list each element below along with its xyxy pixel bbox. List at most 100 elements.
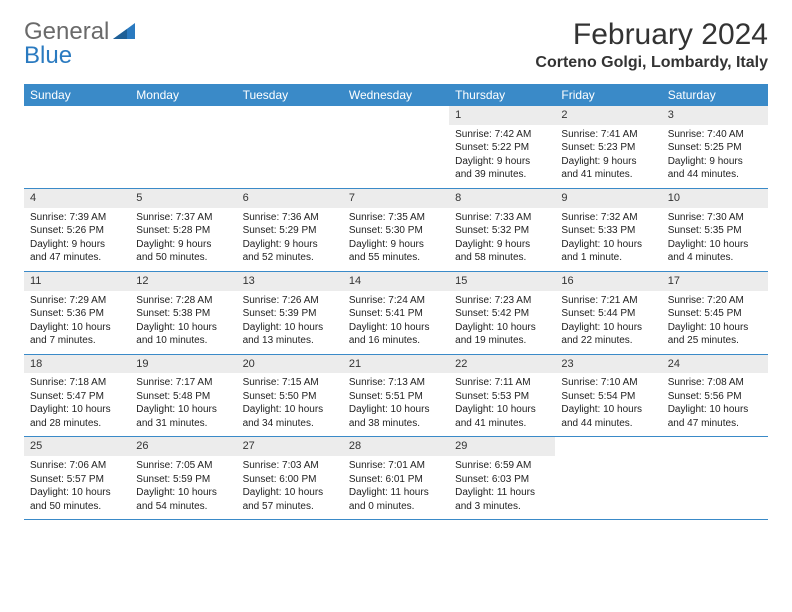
day-cell: 9Sunrise: 7:32 AMSunset: 5:33 PMDaylight… [555, 189, 661, 271]
sunset-text: Sunset: 5:57 PM [30, 473, 124, 487]
daylight-text: Daylight: 10 hours and 16 minutes. [349, 321, 443, 348]
sunset-text: Sunset: 5:28 PM [136, 224, 230, 238]
daylight-text: Daylight: 11 hours and 0 minutes. [349, 486, 443, 513]
day-number: 8 [449, 189, 555, 208]
day-cell: 7Sunrise: 7:35 AMSunset: 5:30 PMDaylight… [343, 189, 449, 271]
sunset-text: Sunset: 5:42 PM [455, 307, 549, 321]
day-cell: 29Sunrise: 6:59 AMSunset: 6:03 PMDayligh… [449, 437, 555, 519]
daylight-text: Daylight: 10 hours and 50 minutes. [30, 486, 124, 513]
day-number: 1 [449, 106, 555, 125]
day-number: 9 [555, 189, 661, 208]
day-cell: 21Sunrise: 7:13 AMSunset: 5:51 PMDayligh… [343, 355, 449, 437]
sunrise-text: Sunrise: 7:39 AM [30, 211, 124, 225]
sunrise-text: Sunrise: 7:06 AM [30, 459, 124, 473]
day-number: 12 [130, 272, 236, 291]
day-cell: 3 Sunrise: 7:40 AMSunset: 5:25 PMDaylight… [662, 106, 768, 188]
sunrise-text: Sunrise: 7:03 AM [243, 459, 337, 473]
day-number: 15 [449, 272, 555, 291]
daylight-text: Daylight: 9 hours and 58 minutes. [455, 238, 549, 265]
day-cell: 6Sunrise: 7:36 AMSunset: 5:29 PMDaylight… [237, 189, 343, 271]
sunrise-text: Sunrise: 7:10 AM [561, 376, 655, 390]
day-number: 22 [449, 355, 555, 374]
daylight-text: Daylight: 9 hours and 44 minutes. [668, 155, 762, 182]
day-number: 10 [662, 189, 768, 208]
sunrise-text: Sunrise: 7:40 AM [668, 128, 762, 142]
sunset-text: Sunset: 5:25 PM [668, 141, 762, 155]
sunset-text: Sunset: 5:51 PM [349, 390, 443, 404]
day-cell: 10 Sunrise: 7:30 AMSunset: 5:35 PMDayligh… [662, 189, 768, 271]
sunset-text: Sunset: 5:50 PM [243, 390, 337, 404]
sunset-text: Sunset: 5:59 PM [136, 473, 230, 487]
day-number: 26 [130, 437, 236, 456]
sunset-text: Sunset: 5:22 PM [455, 141, 549, 155]
day-number: 24 [662, 355, 768, 374]
sunrise-text: Sunrise: 7:26 AM [243, 294, 337, 308]
daylight-text: Daylight: 10 hours and 4 minutes. [668, 238, 762, 265]
daylight-text: Daylight: 10 hours and 28 minutes. [30, 403, 124, 430]
day-cell: 28Sunrise: 7:01 AMSunset: 6:01 PMDayligh… [343, 437, 449, 519]
sunrise-text: Sunrise: 7:36 AM [243, 211, 337, 225]
day-cell [662, 437, 768, 519]
daylight-text: Daylight: 10 hours and 41 minutes. [455, 403, 549, 430]
daylight-text: Daylight: 9 hours and 55 minutes. [349, 238, 443, 265]
header: General February 2024 Corteno Golgi, Lom… [24, 18, 768, 72]
day-cell: 5Sunrise: 7:37 AMSunset: 5:28 PMDaylight… [130, 189, 236, 271]
day-cell: 11Sunrise: 7:29 AMSunset: 5:36 PMDayligh… [24, 272, 130, 354]
daylight-text: Daylight: 11 hours and 3 minutes. [455, 486, 549, 513]
sunset-text: Sunset: 5:33 PM [561, 224, 655, 238]
logo-text-blue-wrap: Blue [24, 42, 72, 70]
day-cell: 23Sunrise: 7:10 AMSunset: 5:54 PMDayligh… [555, 355, 661, 437]
day-cell [24, 106, 130, 188]
daylight-text: Daylight: 10 hours and 47 minutes. [668, 403, 762, 430]
day-cell: 14 Sunrise: 7:24 AMSunset: 5:41 PMDayligh… [343, 272, 449, 354]
day-cell: 22Sunrise: 7:11 AMSunset: 5:53 PMDayligh… [449, 355, 555, 437]
sunset-text: Sunset: 5:39 PM [243, 307, 337, 321]
day-number: 21 [343, 355, 449, 374]
day-number: 2 [555, 106, 661, 125]
day-number: 6 [237, 189, 343, 208]
sunrise-text: Sunrise: 7:15 AM [243, 376, 337, 390]
sunset-text: Sunset: 5:54 PM [561, 390, 655, 404]
daylight-text: Daylight: 10 hours and 34 minutes. [243, 403, 337, 430]
sunset-text: Sunset: 5:35 PM [668, 224, 762, 238]
sunset-text: Sunset: 5:32 PM [455, 224, 549, 238]
sunrise-text: Sunrise: 7:41 AM [561, 128, 655, 142]
day-header-tue: Tuesday [237, 84, 343, 106]
day-cell: 24Sunrise: 7:08 AMSunset: 5:56 PMDayligh… [662, 355, 768, 437]
sunrise-text: Sunrise: 7:28 AM [136, 294, 230, 308]
sunrise-text: Sunrise: 6:59 AM [455, 459, 549, 473]
sunrise-text: Sunrise: 7:08 AM [668, 376, 762, 390]
day-cell: 26Sunrise: 7:05 AMSunset: 5:59 PMDayligh… [130, 437, 236, 519]
daylight-text: Daylight: 10 hours and 38 minutes. [349, 403, 443, 430]
title-block: February 2024 Corteno Golgi, Lombardy, I… [535, 18, 768, 72]
day-number: 19 [130, 355, 236, 374]
day-cell: 1Sunrise: 7:42 AMSunset: 5:22 PMDaylight… [449, 106, 555, 188]
sunset-text: Sunset: 5:41 PM [349, 307, 443, 321]
day-number: 4 [24, 189, 130, 208]
sunset-text: Sunset: 5:23 PM [561, 141, 655, 155]
sunrise-text: Sunrise: 7:21 AM [561, 294, 655, 308]
week-row: 11Sunrise: 7:29 AMSunset: 5:36 PMDayligh… [24, 272, 768, 355]
sunset-text: Sunset: 5:45 PM [668, 307, 762, 321]
day-cell: 18Sunrise: 7:18 AMSunset: 5:47 PMDayligh… [24, 355, 130, 437]
day-number: 11 [24, 272, 130, 291]
sunrise-text: Sunrise: 7:30 AM [668, 211, 762, 225]
sunrise-text: Sunrise: 7:17 AM [136, 376, 230, 390]
day-cell: 20Sunrise: 7:15 AMSunset: 5:50 PMDayligh… [237, 355, 343, 437]
sunrise-text: Sunrise: 7:24 AM [349, 294, 443, 308]
sunrise-text: Sunrise: 7:33 AM [455, 211, 549, 225]
sunset-text: Sunset: 5:36 PM [30, 307, 124, 321]
day-cell: 15Sunrise: 7:23 AMSunset: 5:42 PMDayligh… [449, 272, 555, 354]
day-number: 14 [343, 272, 449, 291]
day-header-sat: Saturday [662, 84, 768, 106]
day-number: 17 [662, 272, 768, 291]
day-number: 7 [343, 189, 449, 208]
month-title: February 2024 [535, 18, 768, 52]
day-cell [130, 106, 236, 188]
sunset-text: Sunset: 5:44 PM [561, 307, 655, 321]
daylight-text: Daylight: 9 hours and 47 minutes. [30, 238, 124, 265]
day-number: 27 [237, 437, 343, 456]
day-number: 3 [662, 106, 768, 125]
sunrise-text: Sunrise: 7:42 AM [455, 128, 549, 142]
sunrise-text: Sunrise: 7:37 AM [136, 211, 230, 225]
